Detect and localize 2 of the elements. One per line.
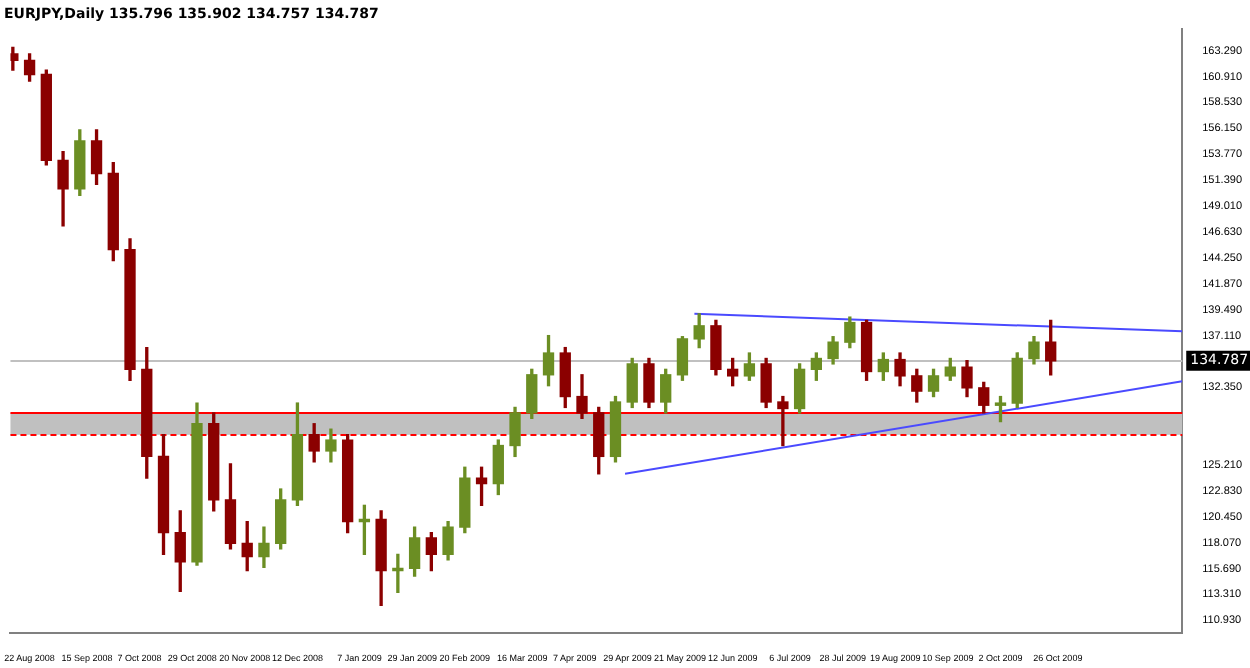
- candlestick: [777, 395, 789, 447]
- candlestick: [392, 553, 404, 594]
